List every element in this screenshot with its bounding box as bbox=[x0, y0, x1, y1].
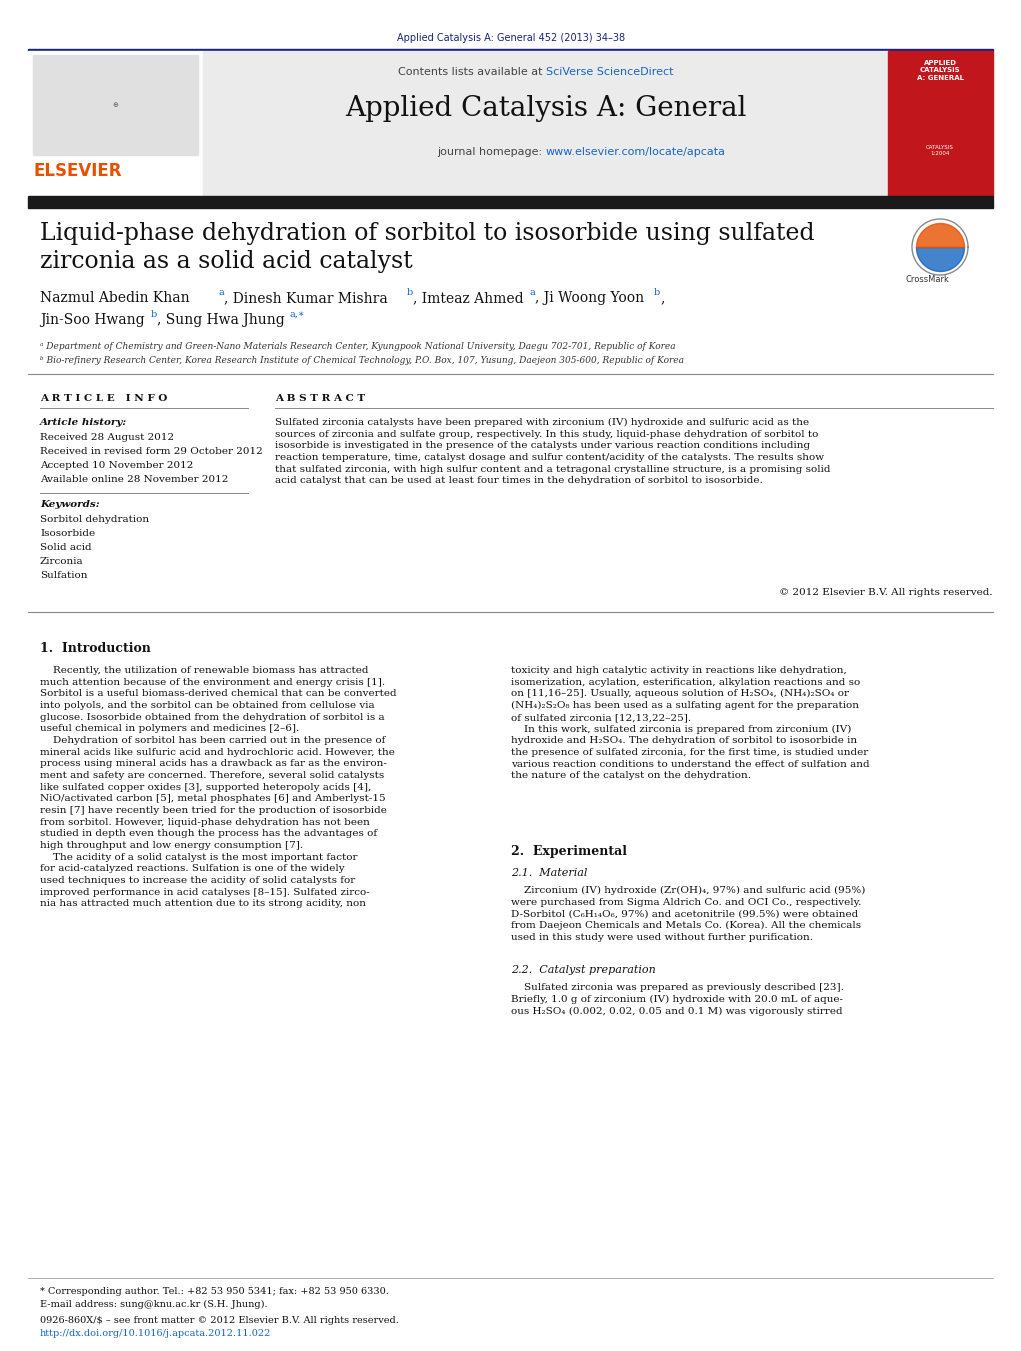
Text: journal homepage:: journal homepage: bbox=[437, 147, 546, 157]
Text: 0926-860X/$ – see front matter © 2012 Elsevier B.V. All rights reserved.: 0926-860X/$ – see front matter © 2012 El… bbox=[40, 1316, 399, 1325]
Text: a: a bbox=[529, 288, 535, 297]
Text: Accepted 10 November 2012: Accepted 10 November 2012 bbox=[40, 461, 193, 470]
Text: toxicity and high catalytic activity in reactions like dehydration,
isomerizatio: toxicity and high catalytic activity in … bbox=[510, 666, 870, 781]
Bar bbox=[203, 51, 888, 196]
Text: b: b bbox=[654, 288, 661, 297]
Text: ,: , bbox=[660, 290, 665, 305]
Text: Isosorbide: Isosorbide bbox=[40, 530, 95, 538]
Text: ⊕: ⊕ bbox=[112, 101, 118, 108]
Text: , Sung Hwa Jhung: , Sung Hwa Jhung bbox=[157, 313, 285, 327]
Text: zirconia as a solid acid catalyst: zirconia as a solid acid catalyst bbox=[40, 250, 412, 273]
Text: 2.2.  Catalyst preparation: 2.2. Catalyst preparation bbox=[510, 965, 655, 975]
Text: Sulfation: Sulfation bbox=[40, 571, 88, 580]
Text: Nazmul Abedin Khan: Nazmul Abedin Khan bbox=[40, 290, 190, 305]
Text: 2.1.  Material: 2.1. Material bbox=[510, 867, 587, 878]
Text: www.elsevier.com/locate/apcata: www.elsevier.com/locate/apcata bbox=[546, 147, 726, 157]
Text: Jin-Soo Hwang: Jin-Soo Hwang bbox=[40, 313, 145, 327]
Text: Sorbitol dehydration: Sorbitol dehydration bbox=[40, 515, 149, 524]
Text: APPLIED
CATALYSIS
A: GENERAL: APPLIED CATALYSIS A: GENERAL bbox=[917, 59, 964, 81]
Bar bbox=[33, 55, 198, 155]
Text: SciVerse ScienceDirect: SciVerse ScienceDirect bbox=[546, 68, 674, 77]
Text: Zirconium (IV) hydroxide (Zr(OH)₄, 97%) and sulfuric acid (95%)
were purchased f: Zirconium (IV) hydroxide (Zr(OH)₄, 97%) … bbox=[510, 886, 866, 942]
Text: ᵇ Bio-refinery Research Center, Korea Research Institute of Chemical Technology,: ᵇ Bio-refinery Research Center, Korea Re… bbox=[40, 357, 684, 365]
Text: E-mail address: sung@knu.ac.kr (S.H. Jhung).: E-mail address: sung@knu.ac.kr (S.H. Jhu… bbox=[40, 1300, 268, 1309]
Text: Sulfated zirconia catalysts have been prepared with zirconium (IV) hydroxide and: Sulfated zirconia catalysts have been pr… bbox=[275, 417, 830, 485]
Text: , Dinesh Kumar Mishra: , Dinesh Kumar Mishra bbox=[224, 290, 388, 305]
Text: © 2012 Elsevier B.V. All rights reserved.: © 2012 Elsevier B.V. All rights reserved… bbox=[779, 588, 993, 597]
Text: Received in revised form 29 October 2012: Received in revised form 29 October 2012 bbox=[40, 447, 262, 457]
Text: a,∗: a,∗ bbox=[289, 309, 304, 319]
Text: Recently, the utilization of renewable biomass has attracted
much attention beca: Recently, the utilization of renewable b… bbox=[40, 666, 396, 908]
Text: , Ji Woong Yoon: , Ji Woong Yoon bbox=[535, 290, 644, 305]
Text: ᵃ Department of Chemistry and Green-Nano Materials Research Center, Kyungpook Na: ᵃ Department of Chemistry and Green-Nano… bbox=[40, 342, 676, 351]
Bar bbox=[28, 196, 993, 208]
Text: Solid acid: Solid acid bbox=[40, 543, 92, 553]
Text: A R T I C L E   I N F O: A R T I C L E I N F O bbox=[40, 394, 167, 403]
Text: ELSEVIER: ELSEVIER bbox=[33, 162, 121, 180]
Text: b: b bbox=[151, 309, 157, 319]
Text: Applied Catalysis A: General 452 (2013) 34–38: Applied Catalysis A: General 452 (2013) … bbox=[397, 32, 625, 43]
Text: a: a bbox=[218, 288, 224, 297]
Text: 2.  Experimental: 2. Experimental bbox=[510, 844, 627, 858]
Text: CrossMark: CrossMark bbox=[905, 276, 949, 284]
Text: Keywords:: Keywords: bbox=[40, 500, 100, 509]
Bar bbox=[888, 51, 993, 196]
Text: , Imteaz Ahmed: , Imteaz Ahmed bbox=[414, 290, 524, 305]
Text: Liquid-phase dehydration of sorbitol to isosorbide using sulfated: Liquid-phase dehydration of sorbitol to … bbox=[40, 222, 815, 245]
Text: Contents lists available at: Contents lists available at bbox=[398, 68, 546, 77]
Bar bbox=[28, 49, 993, 51]
Text: Available online 28 November 2012: Available online 28 November 2012 bbox=[40, 476, 229, 484]
Text: Applied Catalysis A: General: Applied Catalysis A: General bbox=[345, 95, 746, 122]
Text: Received 28 August 2012: Received 28 August 2012 bbox=[40, 434, 175, 442]
Text: http://dx.doi.org/10.1016/j.apcata.2012.11.022: http://dx.doi.org/10.1016/j.apcata.2012.… bbox=[40, 1329, 272, 1337]
Text: A B S T R A C T: A B S T R A C T bbox=[275, 394, 366, 403]
Text: b: b bbox=[407, 288, 414, 297]
Text: CATALYSIS
1:2004: CATALYSIS 1:2004 bbox=[926, 145, 954, 155]
Text: Article history:: Article history: bbox=[40, 417, 128, 427]
Text: Zirconia: Zirconia bbox=[40, 557, 84, 566]
Bar bbox=[28, 51, 203, 196]
Text: 1.  Introduction: 1. Introduction bbox=[40, 642, 151, 655]
Text: Sulfated zirconia was prepared as previously described [23].
Briefly, 1.0 g of z: Sulfated zirconia was prepared as previo… bbox=[510, 984, 844, 1016]
Text: * Corresponding author. Tel.: +82 53 950 5341; fax: +82 53 950 6330.: * Corresponding author. Tel.: +82 53 950… bbox=[40, 1288, 389, 1296]
